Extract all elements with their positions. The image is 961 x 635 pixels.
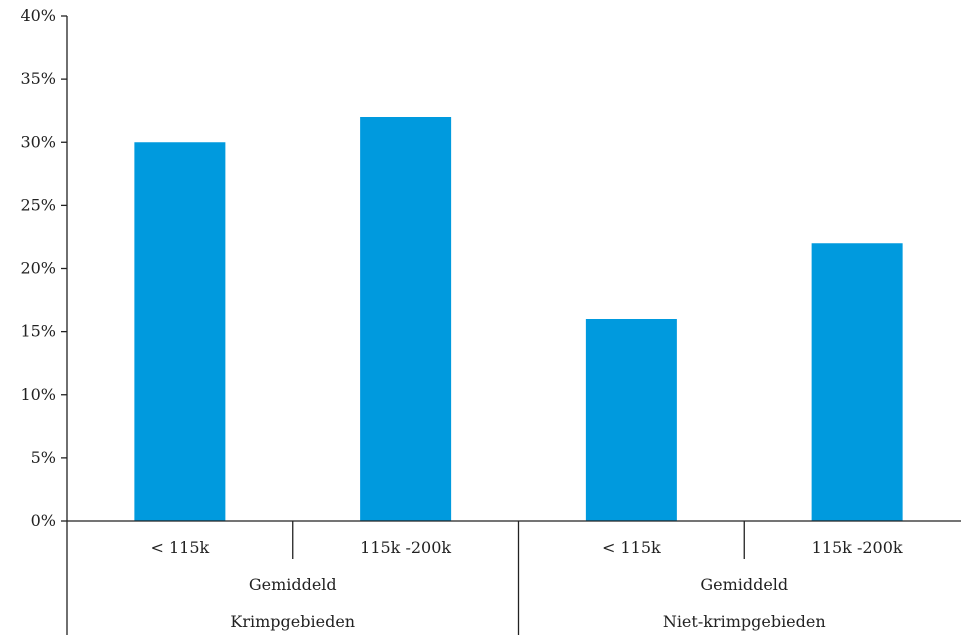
y-tick-label: 20% — [20, 259, 56, 278]
y-axis-ticks: 0% 5% 10% 15% 20% 25% 30% 35% 40% — [20, 6, 67, 530]
y-tick-label: 35% — [20, 69, 56, 88]
x-axis-labels: < 115k 115k -200k < 115k 115k -200k Gemiddel… — [151, 538, 903, 631]
x-category-label: 115k -200k — [360, 538, 451, 557]
y-tick-label: 0% — [31, 511, 56, 530]
y-tick-label: 15% — [20, 322, 56, 341]
group-label-2: Krimpgebieden — [230, 612, 355, 631]
group-label-1: Gemiddeld — [249, 575, 337, 594]
group-label-1: Gemiddeld — [700, 575, 788, 594]
y-tick-label: 25% — [20, 195, 56, 214]
group-label-2: Niet-krimpgebieden — [663, 612, 826, 631]
x-category-label: < 115k — [151, 538, 210, 557]
bar — [134, 142, 226, 521]
x-category-label: 115k -200k — [812, 538, 903, 557]
bar — [811, 243, 903, 521]
y-tick-label: 10% — [20, 385, 56, 404]
y-tick-label: 5% — [31, 448, 56, 467]
y-tick-label: 40% — [20, 6, 56, 25]
bar — [360, 117, 452, 521]
bars — [134, 117, 903, 521]
x-category-label: < 115k — [602, 538, 661, 557]
bar — [585, 319, 677, 521]
y-tick-label: 30% — [20, 132, 56, 151]
axes — [66, 16, 961, 635]
